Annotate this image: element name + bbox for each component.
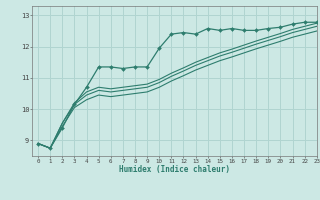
X-axis label: Humidex (Indice chaleur): Humidex (Indice chaleur) (119, 165, 230, 174)
